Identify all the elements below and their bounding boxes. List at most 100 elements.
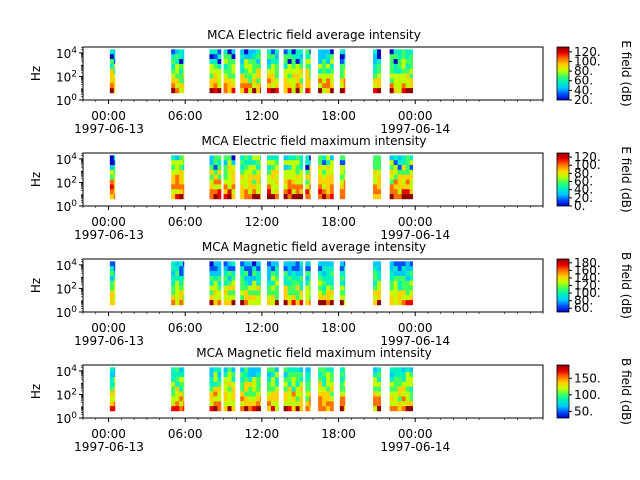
heat-cell xyxy=(295,266,300,272)
y-tick-label: 102 xyxy=(56,175,77,190)
heat-cell xyxy=(244,261,249,267)
heat-cell xyxy=(175,155,180,161)
heat-cell xyxy=(295,165,300,171)
heat-cell xyxy=(295,377,300,383)
heat-cell xyxy=(405,367,410,373)
heat-cell xyxy=(373,372,378,378)
heat-cell xyxy=(248,169,253,176)
heat-cell xyxy=(405,391,410,397)
heat-cell xyxy=(373,367,378,373)
heat-cell xyxy=(309,63,311,70)
heat-cell xyxy=(175,54,180,60)
heat-cell xyxy=(260,174,261,180)
heat-cell xyxy=(343,280,346,286)
heat-cell xyxy=(299,396,304,402)
heat-cell xyxy=(267,386,272,392)
heat-cell xyxy=(339,59,345,65)
heat-cell xyxy=(326,300,331,306)
heat-cell xyxy=(322,160,327,166)
heat-cell xyxy=(271,78,276,84)
heat-cell xyxy=(287,165,292,171)
heat-cell xyxy=(175,406,180,412)
heat-cell xyxy=(393,290,398,296)
data-segment xyxy=(209,367,222,412)
heat-cell xyxy=(275,401,279,407)
heat-cell xyxy=(227,391,232,397)
heat-cell xyxy=(113,184,116,190)
heat-cell xyxy=(339,386,345,392)
heat-cell xyxy=(322,396,327,402)
heat-cell xyxy=(179,88,184,94)
heat-cell xyxy=(179,280,184,286)
heat-cell xyxy=(295,386,300,392)
heat-cell xyxy=(240,169,245,176)
heat-cell xyxy=(267,179,272,185)
heat-cell xyxy=(240,280,245,286)
heat-cell xyxy=(240,155,245,161)
data-segment xyxy=(283,49,304,94)
heat-cell xyxy=(397,377,402,383)
heat-cell xyxy=(231,406,236,412)
heat-cell xyxy=(373,280,378,286)
heat-cell xyxy=(113,290,116,296)
heat-cell xyxy=(389,280,394,286)
heat-cell xyxy=(183,49,185,55)
heat-cell xyxy=(267,174,272,180)
heat-cell xyxy=(389,271,394,277)
heat-cell xyxy=(213,386,218,392)
heat-cell xyxy=(252,271,257,277)
heat-cell xyxy=(175,401,180,407)
data-segment xyxy=(223,261,236,306)
heat-cell xyxy=(283,63,288,70)
heat-cell xyxy=(393,391,398,397)
heat-cell xyxy=(389,367,394,373)
heat-cell xyxy=(271,280,276,286)
heat-cell xyxy=(171,179,176,185)
colorbar xyxy=(556,152,570,207)
heat-cell xyxy=(339,290,345,296)
heat-cell xyxy=(343,73,346,79)
heat-cell xyxy=(213,78,218,84)
heat-cell xyxy=(223,386,228,392)
heat-cell xyxy=(309,88,311,94)
heat-cell xyxy=(248,300,253,306)
heat-cell xyxy=(231,386,236,392)
heat-cell xyxy=(322,266,327,272)
heat-cell xyxy=(217,49,222,55)
heat-cell xyxy=(275,169,279,176)
heat-cell xyxy=(109,59,115,65)
heat-cell xyxy=(318,194,323,200)
heat-cell xyxy=(373,155,378,161)
heat-cell xyxy=(256,59,261,65)
heat-cell xyxy=(401,381,406,388)
heat-cell xyxy=(240,300,245,306)
heat-cell xyxy=(287,59,292,65)
heat-cell xyxy=(330,54,334,60)
heat-cell xyxy=(231,174,236,180)
heat-cell xyxy=(171,266,176,272)
heat-cell xyxy=(223,367,228,373)
heat-cell xyxy=(295,155,300,161)
heat-cell xyxy=(217,300,222,306)
heat-cell xyxy=(113,280,116,286)
heat-cell xyxy=(339,184,345,190)
heat-cell xyxy=(275,155,279,161)
heat-cell xyxy=(377,295,382,301)
heat-cell xyxy=(209,165,214,171)
heat-cell xyxy=(217,295,222,301)
data-segment xyxy=(318,367,334,412)
heat-cell xyxy=(401,155,406,161)
heat-cell xyxy=(209,377,214,383)
heat-cell xyxy=(287,88,292,94)
x-tick-label: 06:00 xyxy=(168,215,203,229)
heat-cell xyxy=(260,68,261,74)
heat-cell xyxy=(295,290,300,296)
heat-cell xyxy=(409,169,413,176)
heat-cell xyxy=(309,290,311,296)
heat-cell xyxy=(275,165,279,171)
heat-cell xyxy=(283,194,288,200)
heat-cell xyxy=(183,285,185,291)
heat-cell xyxy=(326,179,331,185)
heat-cell xyxy=(326,381,331,388)
heat-cell xyxy=(299,266,304,272)
